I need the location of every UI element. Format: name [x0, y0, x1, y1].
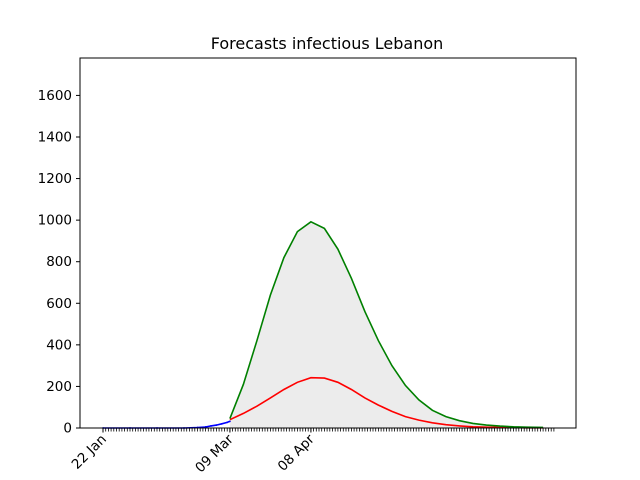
plot-frame [79, 57, 577, 429]
y-tick-label: 1200 [38, 171, 72, 187]
series-line-2 [229, 220, 544, 429]
x-minor-ticks [102, 428, 555, 432]
series-point-0-5 [204, 426, 207, 428]
y-axis: 0 200 400 600 800 1000 1200 1400 1600 [38, 88, 80, 437]
chart-title: Forecasts infectious Lebanon [211, 34, 444, 53]
series-layer [102, 220, 544, 429]
x-tick-label: 09 Mar [192, 431, 237, 476]
series-point-0-10 [229, 420, 231, 423]
series-line-0 [103, 420, 231, 429]
uncertainty-band-layer [229, 221, 544, 428]
series-point-0-8 [220, 422, 223, 425]
x-axis: 22 Jan 09 Mar 08 Apr [69, 428, 318, 476]
series-line-1 [229, 376, 544, 429]
y-tick-label: 0 [63, 421, 72, 437]
y-tick-label: 1000 [38, 213, 72, 229]
series-point-0-6 [210, 425, 212, 427]
y-tick-label: 600 [46, 296, 72, 312]
y-tick-label: 800 [46, 254, 72, 270]
y-tick-label: 1400 [38, 129, 72, 145]
y-tick-label: 1600 [38, 88, 72, 104]
y-tick-label: 200 [46, 379, 72, 395]
uncertainty-band [229, 221, 544, 428]
series-point-0-9 [226, 421, 229, 424]
x-tick-label: 08 Apr [275, 431, 318, 474]
x-tick-label: 22 Jan [69, 432, 110, 473]
y-tick-label: 400 [46, 337, 72, 353]
series-point-0-7 [215, 424, 218, 426]
